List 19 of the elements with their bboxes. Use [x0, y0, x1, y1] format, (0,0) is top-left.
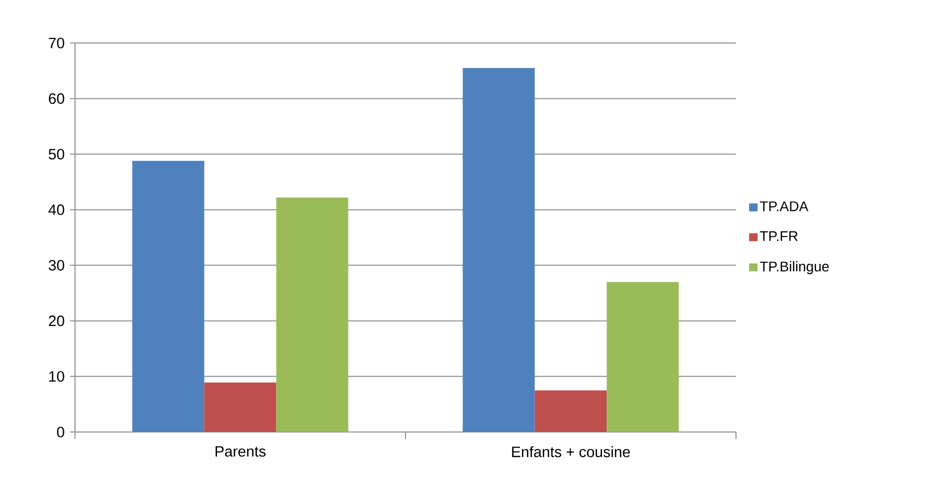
y-tick-label: 60 [48, 93, 64, 104]
bar [204, 382, 276, 432]
legend-label: TP.Bilingue [760, 261, 829, 274]
bar [132, 160, 204, 432]
y-tick-label: 0 [57, 426, 64, 438]
y-tick-label: 40 [48, 204, 64, 216]
legend-label: TP.FR [760, 231, 798, 241]
y-tick-label: 20 [48, 316, 64, 326]
y-tick-label: 30 [48, 260, 64, 271]
y-tick-label: 50 [48, 148, 64, 160]
bar [606, 282, 679, 432]
y-tick-label: 10 [49, 371, 64, 382]
bar [534, 390, 607, 432]
legend-label: TP.ADA [760, 201, 808, 212]
x-tick-label: Parents [216, 446, 266, 457]
x-tick-label: Enfants + cousine [512, 446, 630, 458]
y-tick-label: 70 [48, 38, 64, 48]
bar [276, 197, 348, 432]
bar [462, 68, 535, 432]
